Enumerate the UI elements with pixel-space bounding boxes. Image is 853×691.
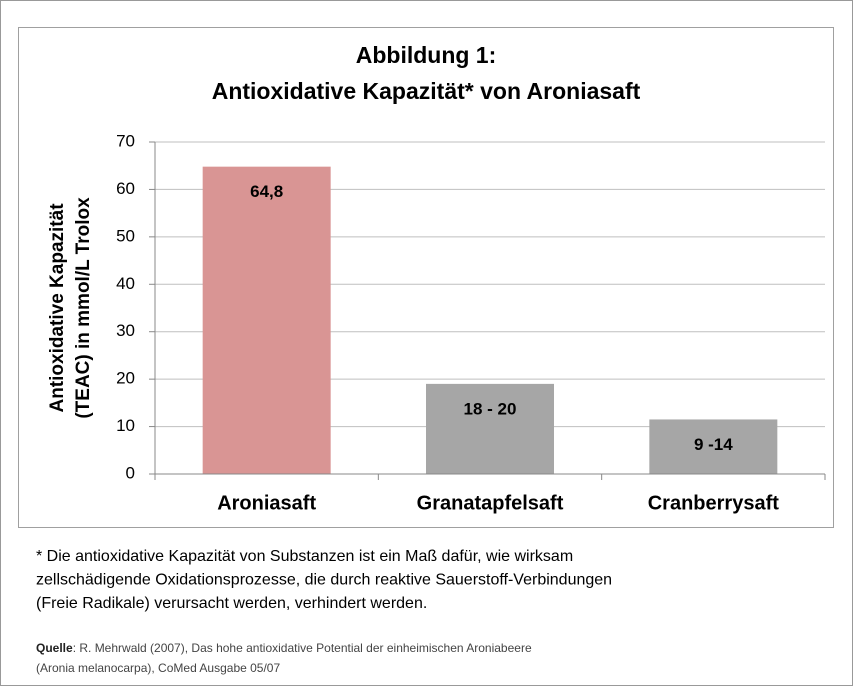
y-tick-label: 60: [116, 179, 135, 198]
bar: [202, 166, 331, 475]
x-tick-label: Granatapfelsaft: [417, 492, 564, 514]
source-line: Quelle: R. Mehrwald (2007), Das hohe ant…: [36, 641, 532, 655]
y-tick-label: 20: [116, 369, 135, 388]
footnote-line: (Freie Radikale) verursacht werden, verh…: [36, 595, 427, 612]
y-tick-label: 50: [116, 226, 135, 245]
source-text: : R. Mehrwald (2007), Das hohe antioxida…: [73, 641, 532, 655]
y-axis-title: Antioxidative Kapazität (TEAC) in mmol/L…: [47, 197, 94, 419]
y-tick-label: 40: [116, 274, 135, 293]
y-tick-label: 70: [116, 131, 135, 150]
bar: [426, 383, 554, 474]
bar: [649, 419, 778, 474]
y-tick-label: 10: [116, 416, 135, 435]
data-label: 64,8: [250, 182, 283, 201]
footnote-line: zellschädigende Oxidationsprozesse, die …: [36, 572, 612, 589]
x-tick-label: Cranberrysaft: [648, 492, 780, 514]
chart-title: Abbildung 1:: [356, 42, 497, 68]
data-label: 18 - 20: [464, 399, 517, 418]
source-line: (Aronia melanocarpa), CoMed Ausgabe 05/0…: [36, 661, 280, 675]
y-tick-label: 30: [116, 321, 135, 340]
chart-title: Antioxidative Kapazität* von Aroniasaft: [212, 78, 641, 104]
x-tick-label: Aroniasaft: [217, 492, 316, 514]
y-axis-title-line: Antioxidative Kapazität: [47, 203, 68, 413]
source-label: Quelle: [36, 641, 73, 655]
data-label: 9 -14: [694, 435, 733, 454]
footnote-line: * Die antioxidative Kapazität von Substa…: [36, 548, 573, 565]
notes: * Die antioxidative Kapazität von Substa…: [36, 548, 612, 675]
y-tick-label: 0: [126, 463, 135, 482]
plot: 0 10 20 30 40 50 60 70 64,8 Aroniasaft 18 - 20 Gran…: [116, 131, 826, 514]
y-axis-title-line: (TEAC) in mmol/L Trolox: [73, 197, 94, 419]
